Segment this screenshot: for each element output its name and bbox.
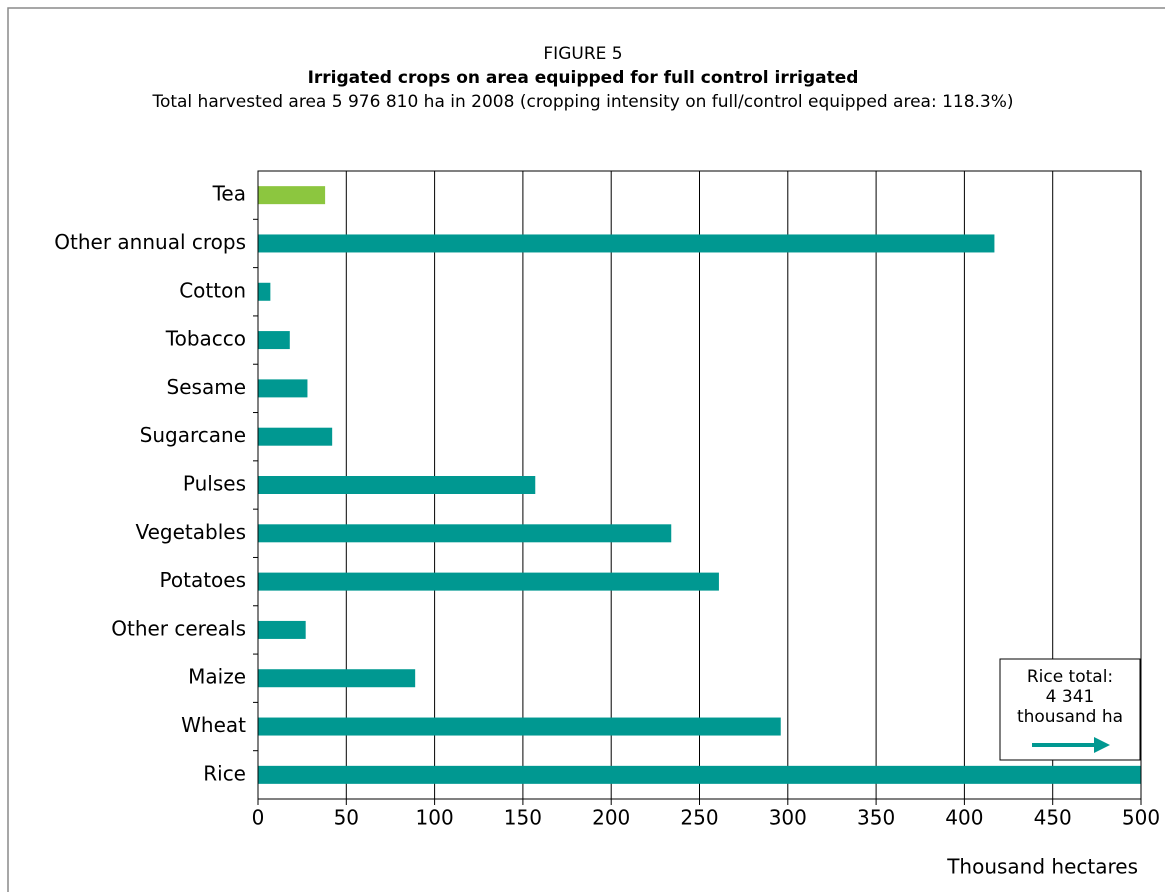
y-tick-label: Maize (188, 665, 246, 689)
x-tick-label: 150 (504, 806, 542, 830)
bar (258, 572, 719, 591)
y-tick-label: Other annual crops (54, 230, 246, 254)
chart-subtitle: Total harvested area 5 976 810 ha in 200… (151, 92, 1013, 112)
x-tick-label: 100 (416, 806, 454, 830)
y-tick-label: Wheat (181, 713, 246, 737)
x-tick-label: 0 (252, 806, 265, 830)
annotation-text: 4 341 (1046, 687, 1095, 707)
x-tick-label: 200 (592, 806, 630, 830)
bars (258, 186, 1141, 784)
x-tick-label: 300 (769, 806, 807, 830)
bar (258, 379, 308, 398)
y-tick-label: Other cereals (111, 616, 246, 640)
annotation-text: thousand ha (1017, 707, 1123, 727)
y-tick-label: Sesame (167, 375, 246, 399)
y-tick-label: Sugarcane (140, 423, 246, 447)
x-tick-label: 450 (1034, 806, 1072, 830)
annotation-arrowhead (1094, 737, 1110, 753)
x-tick-label: 500 (1122, 806, 1160, 830)
bar (258, 765, 1141, 784)
bar (258, 282, 271, 301)
y-tick-label: Tobacco (165, 327, 246, 351)
bar (258, 717, 781, 736)
bar (258, 427, 333, 446)
bar (258, 620, 306, 639)
annotation-text: Rice total: (1027, 667, 1113, 687)
bar (258, 524, 672, 543)
x-axis-label: Thousand hectares (946, 855, 1138, 879)
y-tick-label: Potatoes (160, 568, 246, 592)
x-tick-label: 250 (680, 806, 718, 830)
y-tick-label: Tea (212, 182, 246, 206)
bar (258, 186, 326, 205)
y-tick-label: Rice (203, 761, 246, 785)
bar (258, 476, 536, 494)
x-tick-label: 400 (945, 806, 983, 830)
figure-label: FIGURE 5 (543, 44, 622, 64)
y-tick-label: Pulses (183, 472, 246, 496)
y-tick-label: Vegetables (135, 520, 246, 544)
x-tick-label: 50 (334, 806, 359, 830)
bar (258, 669, 416, 688)
bar (258, 234, 995, 253)
bar (258, 331, 290, 350)
y-tick-label: Cotton (179, 278, 246, 302)
frame (7, 7, 1165, 892)
x-tick-label: 350 (857, 806, 895, 830)
chart-title: Irrigated crops on area equipped for ful… (308, 68, 859, 88)
plot-border (257, 170, 1142, 800)
